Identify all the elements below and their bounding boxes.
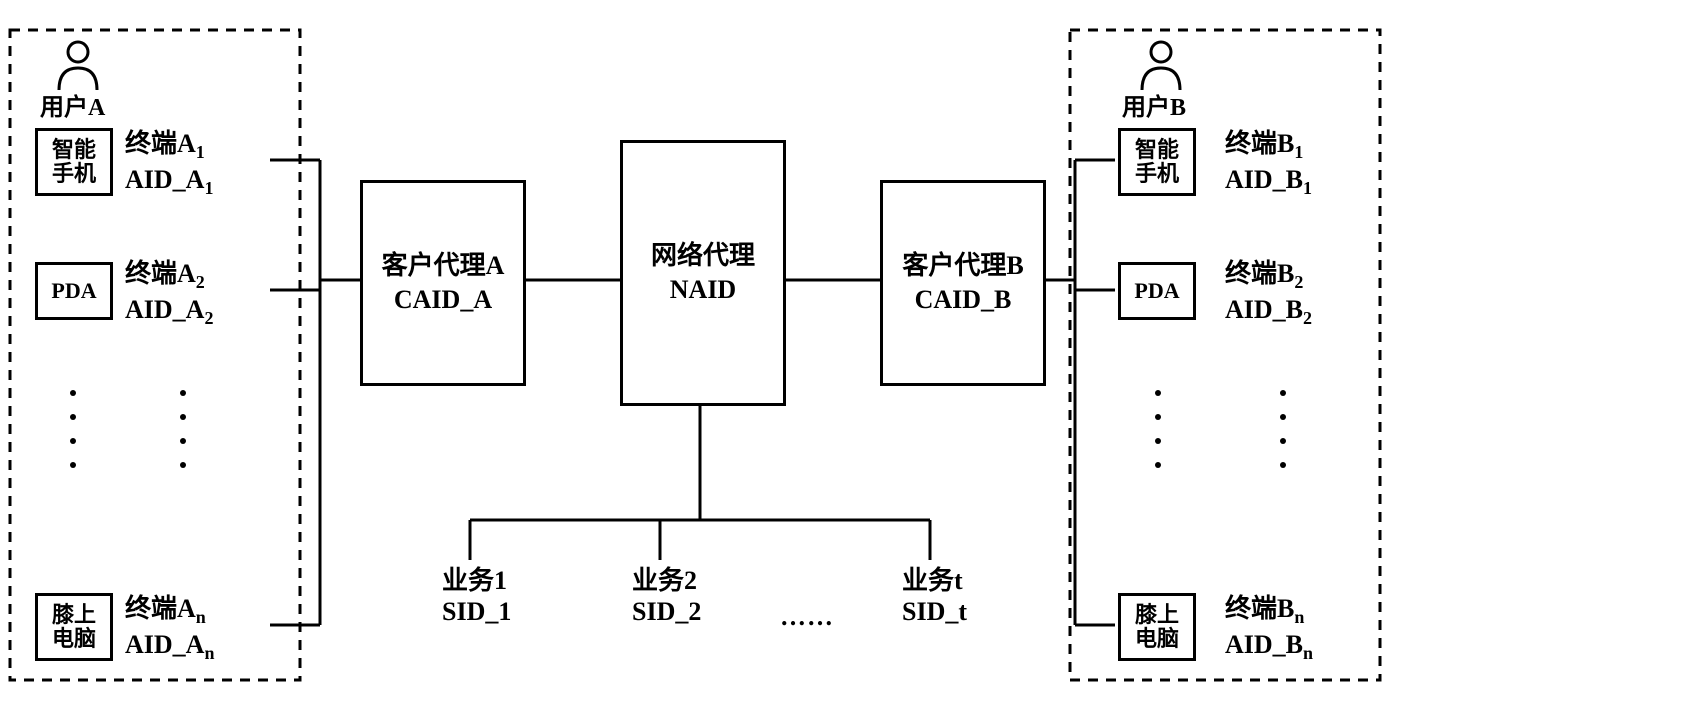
- device-a-vdots: [70, 390, 76, 468]
- device-b-vdots: [1155, 390, 1161, 468]
- device-b2-term: 终端B2 AID_B2: [1225, 258, 1312, 330]
- client-agent-b-box: 客户代理B CAID_B: [880, 180, 1046, 386]
- device-an-box: 膝上 电脑: [35, 593, 113, 661]
- device-b1-term: 终端B1 AID_B1: [1225, 128, 1312, 200]
- device-bn-box: 膝上 电脑: [1118, 593, 1196, 661]
- device-an-term: 终端An AID_An: [125, 593, 214, 665]
- user-a-label: 用户A: [40, 94, 105, 123]
- client-agent-a-box: 客户代理A CAID_A: [360, 180, 526, 386]
- service-2-label: 业务2SID_2: [632, 565, 701, 627]
- diagram-canvas: 用户A 智能 手机 终端A1 AID_A1 PDA 终端A2 AID_A2 膝上…: [0, 0, 1697, 703]
- device-b1-box: 智能 手机: [1118, 128, 1196, 196]
- device-bn-term: 终端Bn AID_Bn: [1225, 593, 1313, 665]
- user-a-icon: [55, 40, 101, 97]
- service-hdots: ……: [780, 602, 834, 632]
- device-a-vdots-2: [180, 390, 186, 468]
- device-a1-term: 终端A1 AID_A1: [125, 128, 213, 200]
- user-b-label: 用户B: [1122, 94, 1186, 123]
- device-b2-box: PDA: [1118, 262, 1196, 320]
- network-agent-box: 网络代理 NAID: [620, 140, 786, 406]
- device-a2-term: 终端A2 AID_A2: [125, 258, 213, 330]
- user-b-icon: [1138, 40, 1184, 97]
- device-a1-box: 智能 手机: [35, 128, 113, 196]
- service-1-label: 业务1SID_1: [442, 565, 511, 627]
- connection-wires: [0, 0, 1697, 703]
- device-b-vdots-2: [1280, 390, 1286, 468]
- device-a2-box: PDA: [35, 262, 113, 320]
- service-t-label: 业务tSID_t: [902, 565, 967, 627]
